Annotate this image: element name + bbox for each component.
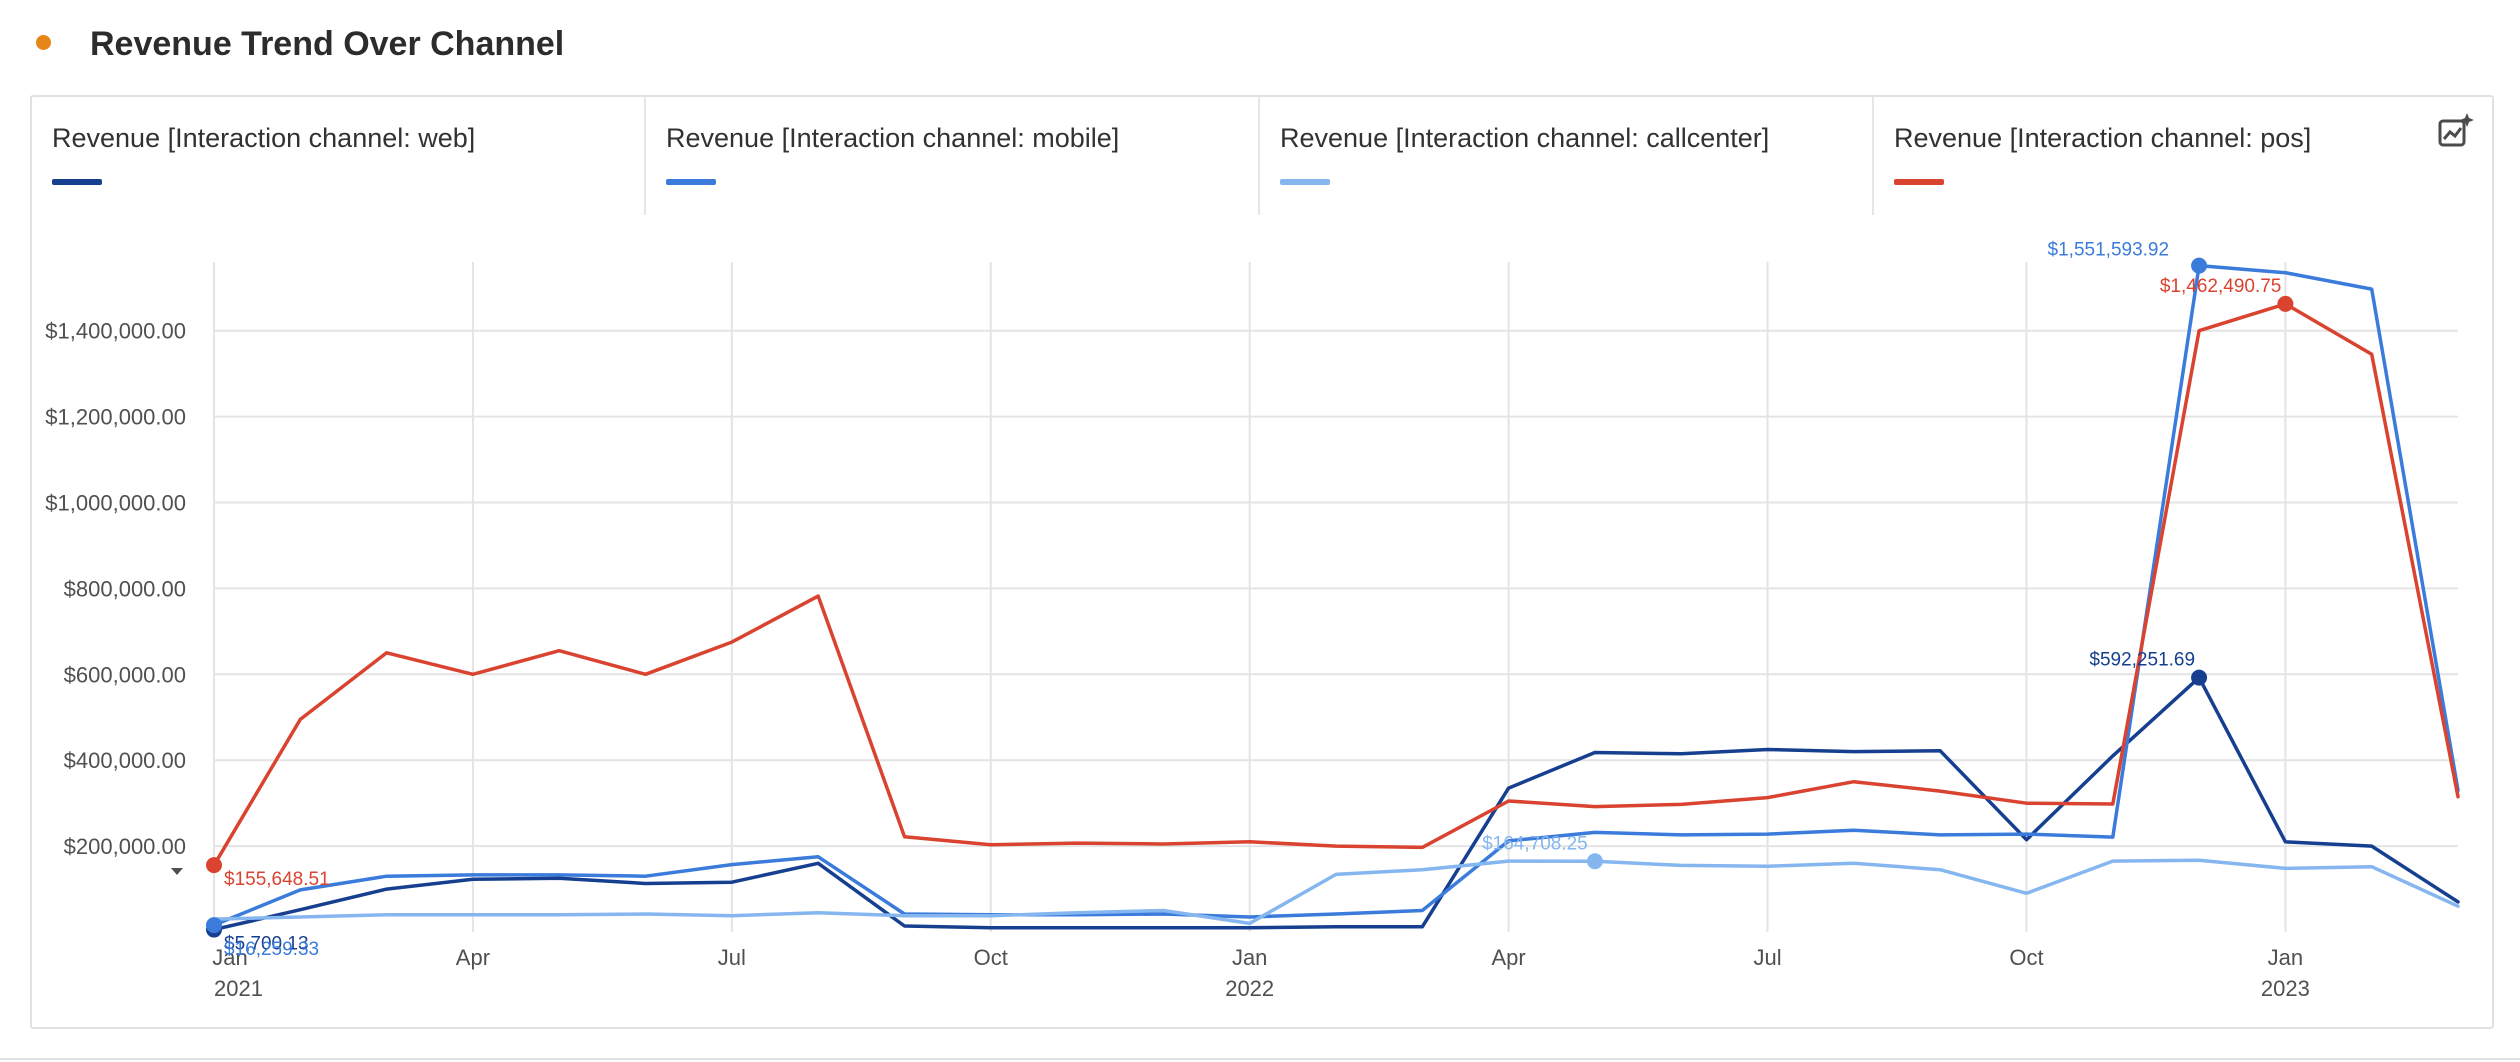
legend-item-web[interactable]: Revenue [Interaction channel: web] xyxy=(32,97,646,215)
legend-label-pos: Revenue [Interaction channel: pos] xyxy=(1894,123,2312,153)
legend-label-callcenter: Revenue [Interaction channel: callcenter… xyxy=(1280,123,1770,153)
divider xyxy=(0,1058,2520,1060)
legend-swatch-pos xyxy=(1894,179,1944,185)
legend-item-callcenter[interactable]: Revenue [Interaction channel: callcenter… xyxy=(1260,97,1874,215)
insight-button[interactable] xyxy=(2434,109,2478,153)
chart-header: Revenue Trend Over Channel xyxy=(0,0,2520,90)
legend-label-web: Revenue [Interaction channel: web] xyxy=(52,123,476,153)
insight-sparkle-icon xyxy=(2438,113,2474,147)
chart-panel: Revenue [Interaction channel: web] Reven… xyxy=(30,95,2494,1029)
legend-swatch-callcenter xyxy=(1280,179,1330,185)
legend-item-mobile[interactable]: Revenue [Interaction channel: mobile] xyxy=(646,97,1260,215)
status-dot xyxy=(36,35,51,50)
legend-label-mobile: Revenue [Interaction channel: mobile] xyxy=(666,123,1120,153)
legend-swatch-mobile xyxy=(666,179,716,185)
page-title: Revenue Trend Over Channel xyxy=(90,25,565,63)
legend: Revenue [Interaction channel: web] Reven… xyxy=(32,97,2492,217)
legend-swatch-web xyxy=(52,179,102,185)
legend-item-pos[interactable]: Revenue [Interaction channel: pos] xyxy=(1874,97,2492,215)
